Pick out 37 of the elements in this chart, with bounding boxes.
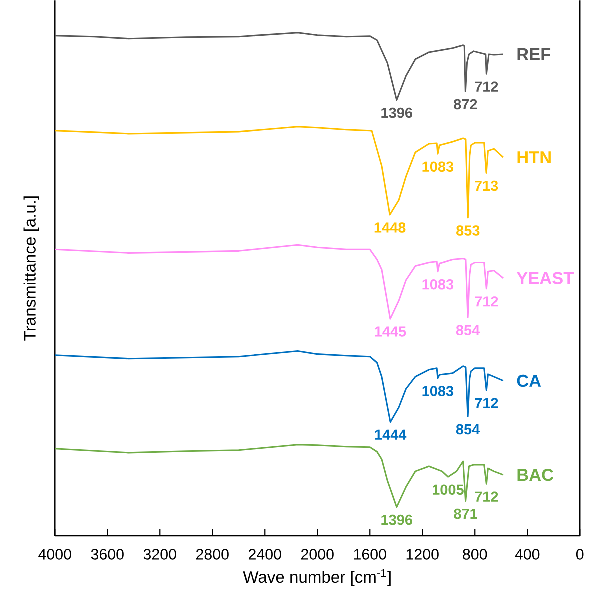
annotation: 854 bbox=[456, 325, 480, 336]
annotation: 1005 bbox=[433, 484, 464, 495]
annotation: 872 bbox=[454, 99, 478, 110]
x-tick-label: 4000 bbox=[38, 549, 72, 560]
x-tick-label: 0 bbox=[576, 549, 584, 560]
annotation: 712 bbox=[475, 398, 498, 408]
annotation: 1083 bbox=[422, 162, 454, 172]
annotation: 712 bbox=[475, 492, 498, 502]
annotation: 1448 bbox=[374, 222, 406, 233]
x-tick-label: 3200 bbox=[144, 549, 176, 560]
series-label: BAC bbox=[518, 468, 554, 482]
annotation: 712 bbox=[475, 82, 498, 92]
series-label: CA bbox=[517, 374, 542, 388]
annotation: 1083 bbox=[422, 279, 454, 290]
annotation: 854 bbox=[456, 424, 480, 435]
annotation: 1083 bbox=[422, 386, 454, 396]
annotation: 871 bbox=[454, 508, 478, 520]
series-label: HTN bbox=[518, 152, 551, 164]
annotation: 1444 bbox=[375, 430, 407, 440]
annotation: 1396 bbox=[382, 514, 413, 526]
x-tick-label: 1200 bbox=[406, 549, 439, 560]
x-axis-title: Wave number [cm$^{-1}$] bbox=[243, 569, 391, 586]
series-label: YEAST bbox=[516, 272, 574, 284]
annotation: 713 bbox=[475, 180, 498, 192]
x-tick-label: 1600 bbox=[354, 549, 386, 560]
x-tick-label: 3600 bbox=[91, 549, 124, 560]
x-tick-label: 2800 bbox=[196, 549, 229, 560]
series-label: REF bbox=[518, 48, 551, 60]
x-tick-label: 2000 bbox=[302, 549, 334, 560]
x-tick-label: 400 bbox=[515, 549, 540, 560]
x-tick-label: 800 bbox=[463, 549, 488, 560]
annotation: 1445 bbox=[375, 326, 406, 337]
annotation: 853 bbox=[456, 226, 480, 236]
annotation: 1396 bbox=[382, 108, 413, 118]
y-axis-title: Transmittance [a.u.] bbox=[24, 196, 40, 341]
annotation: 712 bbox=[475, 296, 498, 307]
x-tick-label: 2400 bbox=[249, 549, 282, 560]
